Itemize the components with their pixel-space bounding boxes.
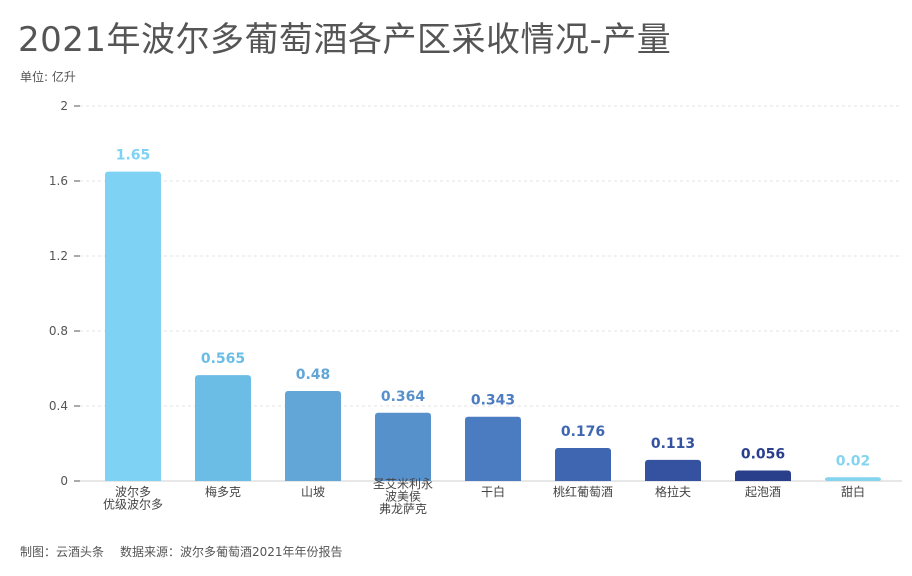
bar-value-label: 0.113	[651, 436, 695, 452]
y-tick-label: 0.4	[49, 399, 68, 413]
footer-source: 数据来源：波尔多葡萄酒2021年年份报告	[120, 545, 343, 559]
bar	[195, 375, 251, 481]
unit-label: 单位: 亿升	[20, 70, 76, 84]
x-category-label: 干白	[481, 484, 505, 499]
bar-value-label: 0.176	[561, 424, 605, 440]
y-tick-label: 1.6	[49, 174, 68, 188]
x-category-label: 波美侯	[385, 490, 421, 504]
bar	[645, 459, 701, 481]
x-category-label: 波尔多	[115, 484, 151, 499]
x-category-label: 格拉夫	[655, 484, 691, 499]
x-category-label: 起泡酒	[745, 485, 781, 499]
y-tick-label: 0	[60, 474, 68, 488]
bar	[555, 448, 611, 481]
bar	[375, 412, 431, 481]
bar-value-label: 0.364	[381, 389, 426, 405]
x-category-label: 梅多克	[205, 484, 241, 499]
bar	[465, 416, 521, 481]
bar-value-label: 0.48	[296, 367, 331, 383]
bar-base	[375, 478, 431, 481]
bar-base	[555, 478, 611, 481]
bar	[105, 171, 161, 481]
bar-base	[285, 478, 341, 481]
bar-base	[465, 478, 521, 481]
x-category-label: 圣艾米利永	[373, 477, 433, 491]
x-category-label: 弗龙萨克	[379, 502, 427, 516]
y-tick-label: 0.8	[49, 324, 68, 338]
bar-base	[195, 478, 251, 481]
bar-base	[645, 478, 701, 481]
bar-value-label: 1.65	[116, 148, 151, 164]
y-tick-label: 2	[60, 99, 68, 113]
bar-base	[735, 478, 791, 481]
bar-base	[105, 478, 161, 481]
bar	[285, 391, 341, 481]
footer-maker: 制图：云酒头条	[20, 545, 105, 559]
bar	[825, 477, 881, 481]
bar-value-label: 0.02	[836, 453, 871, 469]
footer: 制图：云酒头条 数据来源：波尔多葡萄酒2021年年份报告	[20, 543, 343, 560]
y-tick-label: 1.2	[49, 249, 68, 263]
bar-value-label: 0.056	[741, 447, 785, 463]
x-category-label: 山坡	[301, 485, 325, 499]
bar-value-label: 0.343	[471, 393, 515, 409]
x-category-label: 优级波尔多	[103, 497, 163, 512]
bar-value-label: 0.565	[201, 351, 245, 367]
x-category-label: 桃红葡萄酒	[553, 484, 613, 499]
x-category-label: 甜白	[841, 484, 865, 499]
chart-title: 2021年波尔多葡萄酒各产区采收情况-产量	[18, 20, 672, 60]
